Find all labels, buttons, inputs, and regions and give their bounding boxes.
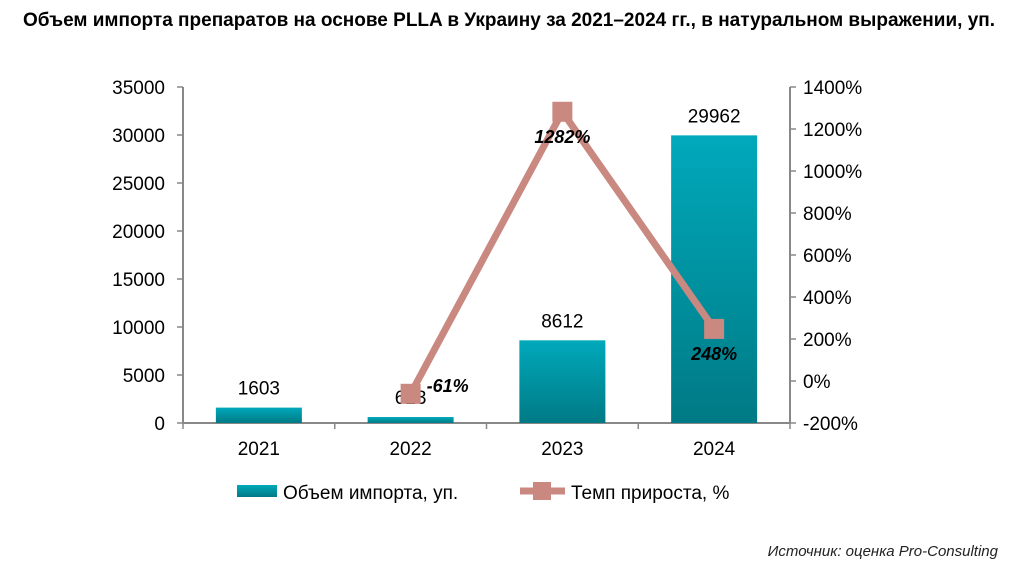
x-tick-label: 2022	[389, 439, 431, 460]
left-tick-label: 20000	[112, 222, 165, 243]
bar-label: 29962	[688, 106, 741, 127]
legend-line-label: Темп прироста, %	[571, 483, 729, 504]
right-tick-label: 1400%	[803, 78, 862, 99]
left-tick-label: 0	[154, 414, 165, 435]
bar-label: 1603	[238, 379, 280, 400]
left-tick-label: 35000	[112, 78, 165, 99]
line-label: 248%	[690, 344, 737, 364]
legend-bar-label: Объем импорта, уп.	[283, 483, 458, 504]
source-note: Источник: оценка Pro-Consulting	[767, 543, 998, 560]
right-tick-label: 1200%	[803, 120, 862, 141]
right-tick-label: 1000%	[803, 162, 862, 183]
right-tick-label: -200%	[803, 414, 858, 435]
left-tick-label: 10000	[112, 318, 165, 339]
line-label: 1282%	[534, 127, 590, 147]
x-tick-label: 2021	[238, 439, 280, 460]
bar-2021	[215, 407, 302, 423]
x-tick-label: 2024	[693, 439, 736, 460]
right-tick-label: 200%	[803, 330, 852, 351]
chart-title: Объем импорта препаратов на основе PLLA …	[22, 10, 996, 31]
line-marker	[400, 383, 421, 404]
left-tick-label: 15000	[112, 270, 165, 291]
x-tick-label: 2023	[541, 439, 583, 460]
bar-label: 8612	[541, 311, 583, 332]
line-label: -61%	[427, 376, 469, 396]
left-tick-label: 30000	[112, 126, 165, 147]
legend-line-marker	[533, 482, 551, 500]
right-tick-label: 0%	[803, 372, 831, 393]
left-tick-label: 25000	[112, 174, 165, 195]
right-tick-label: 400%	[803, 288, 852, 309]
legend-bar-swatch	[237, 485, 277, 497]
left-tick-label: 5000	[123, 366, 165, 387]
right-tick-label: 600%	[803, 246, 852, 267]
line-marker	[552, 101, 573, 122]
line-marker	[704, 318, 725, 339]
right-tick-label: 800%	[803, 204, 852, 225]
bar-2023	[519, 340, 606, 423]
bar-2024	[671, 135, 758, 423]
bar-2022	[367, 417, 454, 423]
